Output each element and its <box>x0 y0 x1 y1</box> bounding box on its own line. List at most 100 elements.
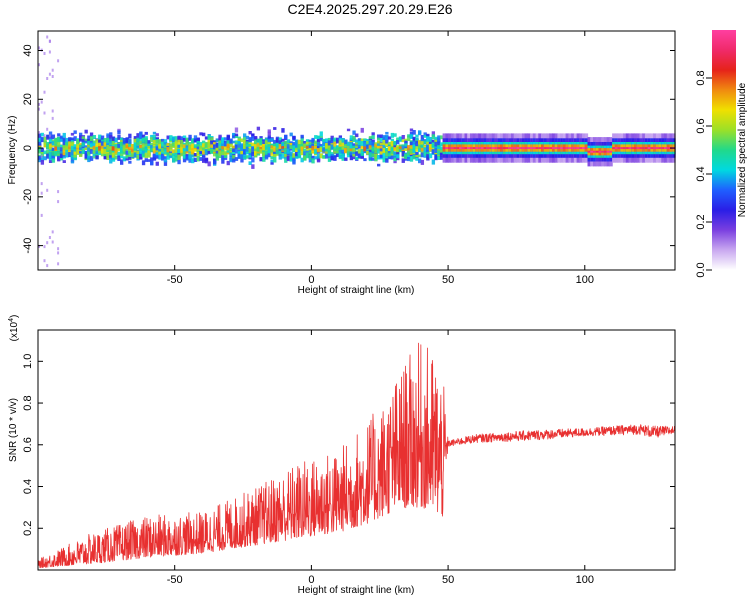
spectrogram-cell-735 <box>161 157 165 161</box>
spectrogram-cell-2108 <box>418 154 422 158</box>
spectrogram-cell-1311 <box>267 141 271 145</box>
spectrogram-cell-1140 <box>234 133 239 137</box>
spectrogram-cell-76 <box>48 135 53 141</box>
spectrogram-cell-664 <box>147 159 151 162</box>
spectrogram-cell-933 <box>196 139 200 144</box>
spectrogram-cell-653 <box>144 138 148 144</box>
spectrogram-cell-2610 <box>653 147 657 150</box>
spectrogram-cell-1993 <box>393 157 397 162</box>
colorbar-tick-label-2: 0.4 <box>695 166 707 181</box>
spectrogram-cell-68 <box>46 241 49 245</box>
spectrogram-cell-2395 <box>535 147 539 150</box>
spectrogram-cell-811 <box>177 144 181 150</box>
spectrogram-cell-299 <box>84 129 88 134</box>
spectrogram-cell-1486 <box>297 139 302 145</box>
spectrogram-cell-1084 <box>223 155 228 158</box>
spectrogram-cell-2315 <box>491 147 496 150</box>
spectrogram-cell-820 <box>177 135 181 140</box>
spectrogram-cell-378 <box>98 142 102 147</box>
spectrogram-cell-1489 <box>297 144 302 150</box>
spectrogram-cell-2325 <box>497 147 501 150</box>
spectrogram-cell-322 <box>87 147 91 152</box>
spectrogram-cell-1711 <box>341 158 345 161</box>
spectrogram-cell-199 <box>65 137 69 143</box>
spectrogram-cell-1110 <box>229 147 233 152</box>
spectrogram-cell-1687 <box>336 137 340 142</box>
spectrogram-cell-1155 <box>237 144 241 148</box>
spectrogram-cell-2285 <box>475 147 479 150</box>
spectrogram-cell-531 <box>125 137 129 143</box>
spectrogram-cell-1991 <box>393 147 397 152</box>
spectrogram-cell-2006 <box>396 146 400 153</box>
spectrogram-cell-29 <box>40 136 45 141</box>
spectrogram-cell-1462 <box>292 141 296 146</box>
spectrogram-cell-917 <box>193 144 198 148</box>
spectrogram-cell-1014 <box>213 151 217 157</box>
spectrogram-cell-264 <box>76 139 80 145</box>
spectrogram-cell-1156 <box>237 153 241 159</box>
spectrogram-cell-2002 <box>396 151 400 157</box>
spectrogram-cell-777 <box>169 135 173 141</box>
spectrogram-cell-616 <box>139 140 143 145</box>
spectrogram-cell-1005 <box>210 140 214 145</box>
spectrogram-cell-1992 <box>393 151 397 155</box>
spectrogram-cell-1579 <box>314 148 318 155</box>
spectrogram-cell-807 <box>174 148 179 153</box>
spectrogram-cell-481 <box>117 151 121 158</box>
spectrogram-cell-10 <box>38 156 42 160</box>
spectrogram-cell-2530 <box>609 150 613 153</box>
spectrogram-cell-1786 <box>355 156 359 160</box>
spectrogram-cell-2159 <box>428 137 433 142</box>
spectrogram-cell-248 <box>73 144 77 150</box>
spectrogram-cell-1209 <box>248 154 252 158</box>
spectrogram-cell-1224 <box>251 142 255 147</box>
spectrogram-cell-691 <box>152 157 157 161</box>
spectrogram-x-tick-label-1: 0 <box>308 274 314 286</box>
spectrogram-cell-332 <box>89 132 94 137</box>
spectrogram-cell-1186 <box>243 149 247 154</box>
spectrogram-cell-1810 <box>360 155 364 159</box>
spectrogram-cell-2037 <box>404 140 408 144</box>
spectrogram-cell-588 <box>136 155 140 159</box>
spectrogram-cell-1111 <box>229 157 233 163</box>
spectrogram-cell-1931 <box>385 158 389 163</box>
spectrogram-cell-2048 <box>407 134 411 138</box>
spectrogram-cell-663 <box>147 143 151 146</box>
spectrogram-cell-168 <box>59 153 64 158</box>
spectrogram-cell-1324 <box>270 138 274 142</box>
spectrogram-cell-1549 <box>308 154 313 160</box>
spectrogram-cell-1885 <box>374 153 378 159</box>
spectrogram-cell-1127 <box>232 148 236 152</box>
spectrogram-cell-1923 <box>382 135 386 140</box>
spectrogram-cell-1832 <box>366 140 370 144</box>
spectrogram-cell-1138 <box>234 157 239 161</box>
spectrogram-cell-1704 <box>338 150 343 153</box>
spectrogram-cell-1677 <box>333 141 337 147</box>
spectrogram-cell-398 <box>100 141 105 146</box>
spectrogram-cell-1841 <box>368 149 373 155</box>
spectrogram-cell-1683 <box>336 148 340 154</box>
spectrogram-cell-1881 <box>374 144 378 150</box>
spectrogram-cell-79 <box>48 160 53 163</box>
spectrogram-cell-1472 <box>295 154 299 159</box>
spectrogram-cell-1509 <box>300 146 304 151</box>
spectrogram-cell-579 <box>133 152 138 158</box>
spectrogram-cell-2635 <box>666 147 671 150</box>
spectrogram-cell-2580 <box>636 147 641 150</box>
snr-frame <box>37 329 676 571</box>
spectrogram-cell-1813 <box>363 138 367 142</box>
spectrogram-x-tick-label-2: 50 <box>442 274 454 286</box>
spectrogram-cell-824 <box>177 149 181 154</box>
spectrogram-cell-1510 <box>303 141 307 146</box>
spectrogram-cell-285 <box>79 135 83 141</box>
spectrogram-cell-144 <box>57 157 61 162</box>
spectrogram-cell-87 <box>48 145 53 150</box>
spectrogram-cell-2170 <box>431 159 436 165</box>
spectrogram-cell-2091 <box>415 148 419 152</box>
spectrogram-cell-319 <box>87 145 91 150</box>
spectrogram-cell-636 <box>144 131 148 135</box>
spectrogram-cell-2171 <box>431 131 436 137</box>
snr-line <box>37 342 676 569</box>
spectrogram-cell-2145 <box>426 151 430 155</box>
